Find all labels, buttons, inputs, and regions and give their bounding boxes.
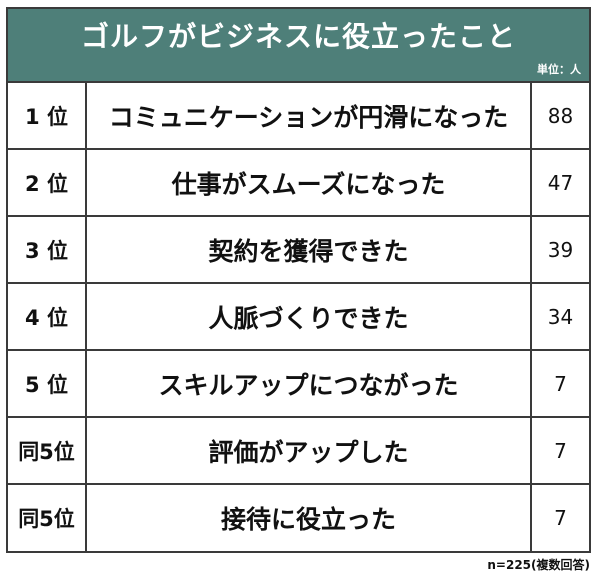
item-cell: 人脈づくりできた [87, 284, 532, 349]
rank-cell: 同5位 [8, 485, 87, 551]
table-row-3: 3 位 契約を獲得できた 39 [8, 217, 589, 284]
item-cell: スキルアップにつながった [87, 351, 532, 416]
rank-cell: 1 位 [8, 83, 87, 148]
item-cell: 評価がアップした [87, 418, 532, 483]
item-cell: 契約を獲得できた [87, 217, 532, 282]
item-cell: コミュニケーションが円滑になった [87, 83, 532, 148]
item-cell: 仕事がスムーズになった [87, 150, 532, 215]
count-cell: 34 [547, 304, 574, 329]
count-cell: 7 [554, 438, 567, 463]
table-title: ゴルフがビジネスに役立ったこと [80, 20, 516, 53]
sample-size-footnote: n=225(複数回答) [487, 558, 590, 572]
table-row-5: 5 位 スキルアップにつながった 7 [8, 351, 589, 418]
table-row-6: 同5位 評価がアップした 7 [8, 418, 589, 485]
table-row-2: 2 位 仕事がスムーズになった 47 [8, 150, 589, 217]
item-cell: 接待に役立った [87, 485, 532, 551]
rank-cell: 同5位 [8, 418, 87, 483]
rank-cell: 2 位 [8, 150, 87, 215]
count-cell: 88 [547, 103, 574, 128]
unit-label: 単位：人 [537, 63, 581, 76]
count-cell: 7 [554, 506, 567, 530]
table-row-7: 同5位 接待に役立った 7 [8, 485, 589, 551]
ranking-table: ゴルフがビジネスに役立ったこと 単位：人 1 位 コミュニケーションが円滑になっ… [6, 7, 591, 553]
count-cell: 39 [547, 237, 574, 262]
count-cell: 7 [554, 371, 567, 396]
table-row-4: 4 位 人脈づくりできた 34 [8, 284, 589, 351]
table-header: ゴルフがビジネスに役立ったこと 単位：人 [8, 9, 589, 83]
rank-cell: 5 位 [8, 351, 87, 416]
rank-cell: 4 位 [8, 284, 87, 349]
table-row-1: 1 位 コミュニケーションが円滑になった 88 [8, 83, 589, 150]
count-cell: 47 [547, 170, 574, 195]
rank-cell: 3 位 [8, 217, 87, 282]
